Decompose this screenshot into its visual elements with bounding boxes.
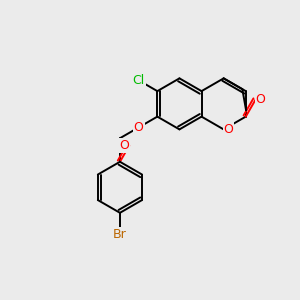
Text: O: O <box>119 139 129 152</box>
Text: O: O <box>224 123 233 136</box>
Text: O: O <box>134 121 144 134</box>
Text: O: O <box>256 93 266 106</box>
Text: Cl: Cl <box>133 74 145 87</box>
Text: Br: Br <box>113 228 127 241</box>
